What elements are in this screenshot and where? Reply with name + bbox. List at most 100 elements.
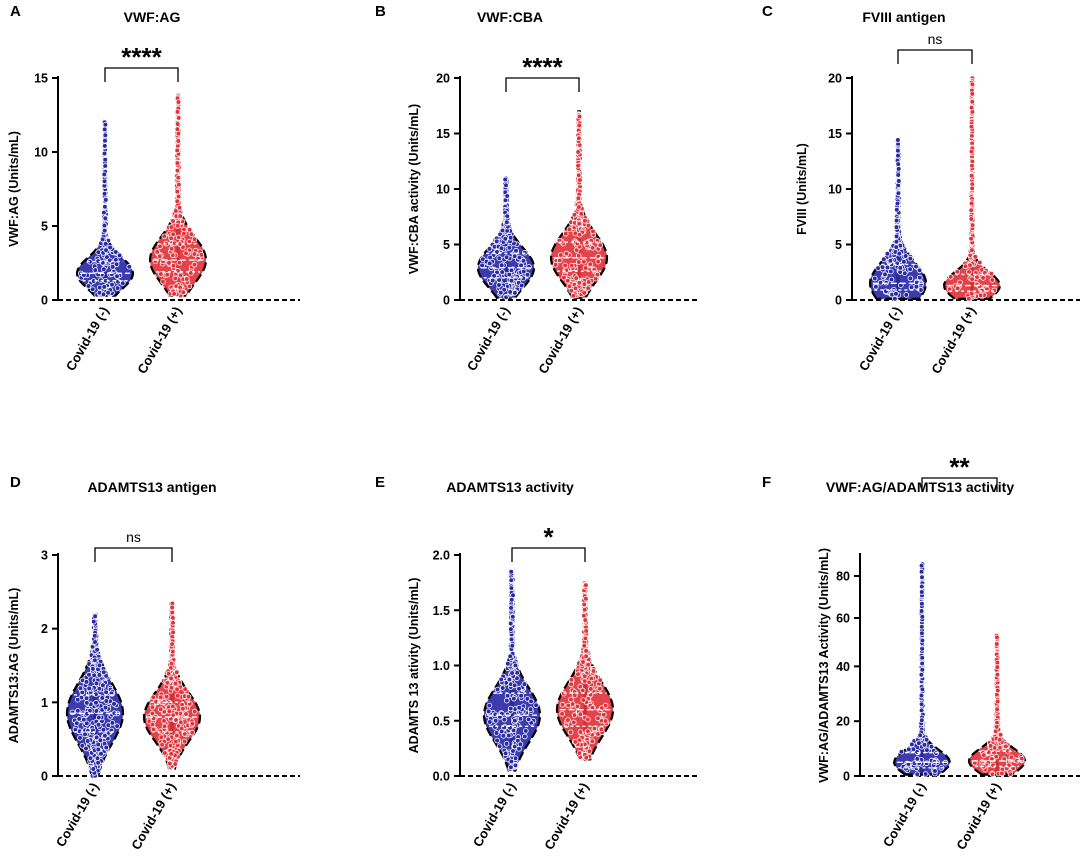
data-point [561,274,567,281]
data-point [517,741,524,747]
data-point [581,290,587,296]
data-point [968,123,975,130]
data-point [508,626,514,632]
data-point [499,269,506,275]
violin-points [78,119,133,298]
data-point [501,716,508,723]
data-point [918,623,925,630]
data-point [491,272,497,279]
data-point [97,737,104,743]
data-point [966,269,972,275]
data-point [166,260,172,266]
data-point [518,262,524,269]
data-point [505,732,512,739]
data-point [507,289,513,295]
data-point [993,641,1000,647]
data-point [157,706,164,713]
data-point [111,701,117,707]
data-point [509,670,515,676]
data-point [893,239,900,245]
y-tick-label: 40 [836,660,850,674]
data-point [520,257,527,264]
data-point [173,208,179,214]
data-point [508,605,514,611]
data-point [510,748,516,754]
data-point [968,172,975,179]
data-point [512,290,518,296]
data-point [191,708,198,715]
y-tick-label: 0 [443,294,450,308]
data-point [96,672,103,678]
data-point [884,250,891,257]
data-point [582,218,588,224]
violin-points [898,561,949,777]
data-point [83,695,90,701]
data-point [95,721,102,728]
significance-bracket [104,67,179,82]
data-point [164,271,171,278]
violin-positive [549,110,609,299]
data-point [94,755,101,761]
y-axis-label: VWF:AG (Units/mL) [7,131,21,247]
data-point [115,278,121,285]
data-point [895,152,901,159]
data-point [987,743,994,749]
data-point [583,648,589,654]
data-point [95,249,102,256]
y-tick-label: 20 [828,72,842,86]
data-point [583,595,589,602]
data-point [503,182,509,189]
x-tick-label: Covid-19 (-) [880,780,929,849]
y-tick-label: 0 [843,770,850,784]
data-point [993,753,999,760]
data-point [568,262,575,269]
data-point [584,716,591,723]
data-point [875,265,881,271]
data-point [84,720,90,727]
y-tick-label: 1 [41,696,48,710]
data-point [175,130,182,137]
data-point [175,99,182,105]
data-point [977,292,984,299]
violin-positive [149,92,207,299]
y-tick-label: 0 [835,294,842,308]
y-axis-label: VWF:CBA activity (Units/mL) [407,104,421,274]
data-point [170,262,177,269]
data-point [581,606,588,613]
data-point [83,745,89,752]
data-point [170,619,176,626]
data-point [510,592,516,599]
data-point [563,250,570,257]
data-point [169,641,175,647]
y-tick-label: 10 [34,146,48,160]
panel-letter: E [375,474,385,491]
significance-bracket [505,77,580,92]
data-point [185,693,192,700]
chart-title: ADAMTS13 activity [446,479,574,495]
data-point [993,724,1000,730]
data-point [969,276,975,282]
y-tick-label: 2.0 [433,549,450,563]
data-point [568,696,574,703]
data-point [916,274,923,281]
data-point [108,271,115,278]
data-point [159,741,165,748]
panel-e: E ADAMTS13 activity 0.0 0.5 1.0 1.5 2.0 ADAMTS … [375,474,700,852]
data-point [570,719,577,726]
chart-title: VWF:AG [124,9,181,25]
significance-label: * [543,522,554,552]
data-point [493,238,500,245]
data-point [999,770,1005,777]
data-point [87,755,94,761]
data-point [507,620,514,627]
data-point [96,714,102,721]
data-point [499,685,506,691]
data-point [525,716,532,723]
data-point [103,197,109,203]
panel-f: F VWF:AG/ADAMTS13 activity 0 20 40 60 80 VWF:AG… [762,452,1080,852]
data-point [176,205,183,211]
data-point [506,244,513,251]
data-point [522,728,529,734]
data-point [102,132,109,139]
data-point [969,81,976,88]
